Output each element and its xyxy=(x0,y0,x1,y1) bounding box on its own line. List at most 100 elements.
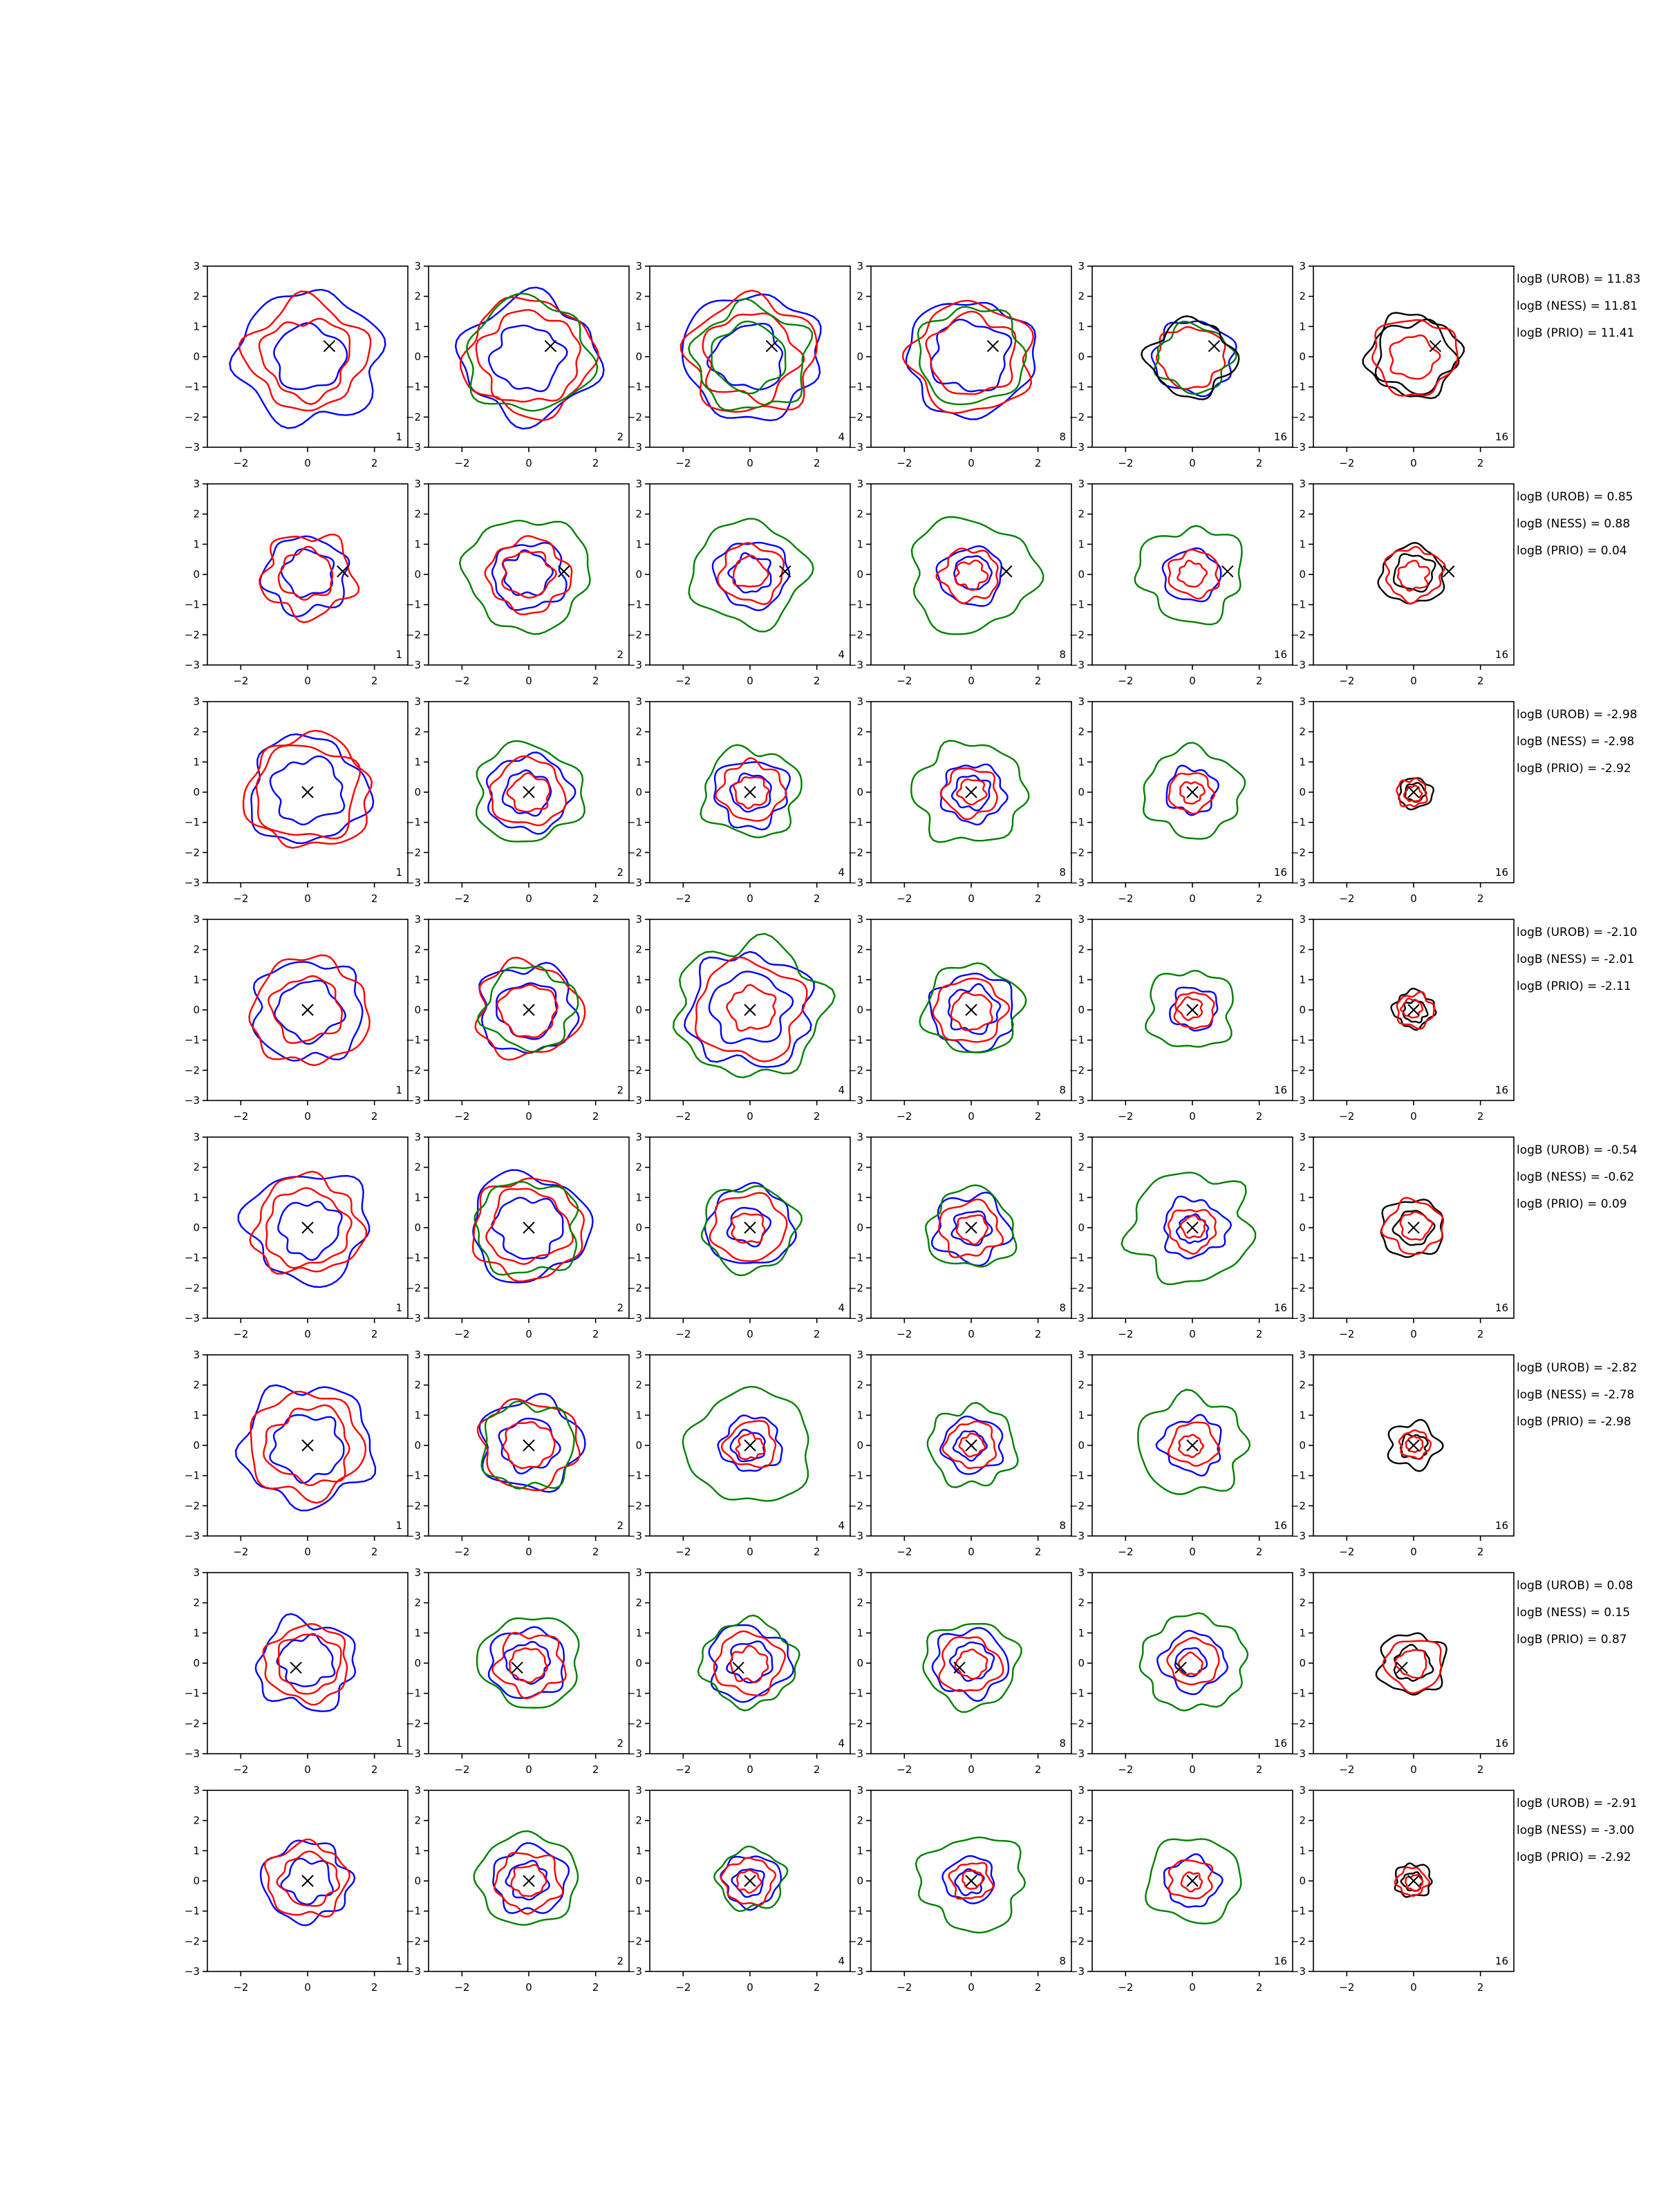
panel-label: 2 xyxy=(617,1302,624,1314)
panel-label: 1 xyxy=(395,1519,402,1532)
contour-group xyxy=(1134,525,1243,626)
true-value-marker xyxy=(1407,1439,1420,1452)
y-tick-label: −2 xyxy=(1069,846,1085,859)
subplot: −2 0 2 3 2 1 0 −1 −2 −3 16 xyxy=(1291,1131,1515,1340)
y-tick-label: 3 xyxy=(193,478,200,490)
contour-line xyxy=(1168,548,1221,600)
contour-group xyxy=(1394,1862,1433,1898)
contour-line xyxy=(924,1184,1018,1268)
subplot: −2 0 2 3 2 1 0 −1 −2 −3 2 xyxy=(406,1566,630,1776)
contour-line xyxy=(485,1188,574,1266)
y-tick-label: 0 xyxy=(1299,1004,1306,1016)
y-tick-label: −1 xyxy=(1291,1905,1306,1918)
contour-line xyxy=(910,516,1044,635)
contour-group xyxy=(473,1830,579,1926)
true-value-marker xyxy=(301,1875,314,1887)
y-tick-label: −3 xyxy=(1291,877,1306,889)
x-tick-label: −2 xyxy=(897,457,912,469)
contour-line xyxy=(265,1187,353,1269)
y-tick-label: 1 xyxy=(193,1844,200,1857)
y-tick-label: 3 xyxy=(1078,1131,1085,1143)
x-tick-label: 2 xyxy=(1256,1546,1263,1558)
y-tick-label: −1 xyxy=(406,1252,421,1264)
true-value-marker xyxy=(779,565,791,578)
x-tick-label: 2 xyxy=(592,1328,599,1340)
y-tick-label: 1 xyxy=(1299,1627,1306,1639)
contour-group xyxy=(458,519,591,635)
y-tick-label: 2 xyxy=(193,726,200,738)
y-tick-label: −1 xyxy=(1069,599,1085,611)
subplot: −2 0 2 3 2 1 0 −1 −2 −3 16 xyxy=(1291,1566,1515,1776)
x-tick-label: 0 xyxy=(1189,1110,1196,1123)
y-tick-label: 2 xyxy=(1078,1815,1085,1827)
subplot: −2 0 2 3 2 1 0 −1 −2 −3 16 xyxy=(1291,695,1515,905)
y-tick-label: 3 xyxy=(856,260,863,272)
contour-line xyxy=(715,757,787,822)
logb-stat: logB (UROB) = -2.98 xyxy=(1517,708,1638,722)
contour-line xyxy=(458,519,591,635)
y-tick-label: 1 xyxy=(856,538,863,550)
contour-line xyxy=(922,1622,1022,1713)
contour-group xyxy=(475,740,585,843)
contour-line xyxy=(1167,1208,1217,1255)
y-tick-label: 2 xyxy=(193,508,200,521)
y-tick-label: −1 xyxy=(848,1687,863,1700)
true-value-marker xyxy=(1443,565,1455,578)
x-tick-label: 0 xyxy=(1189,457,1196,469)
y-tick-label: 1 xyxy=(856,320,863,332)
contour-line xyxy=(953,555,993,590)
x-tick-label: 2 xyxy=(1477,892,1484,905)
contour-line xyxy=(1166,1636,1220,1686)
y-tick-label: −2 xyxy=(848,628,863,641)
y-tick-label: 1 xyxy=(635,1627,642,1639)
x-tick-label: 0 xyxy=(747,1546,753,1558)
x-tick-label: −2 xyxy=(1118,1546,1133,1558)
y-tick-label: 2 xyxy=(1299,508,1306,521)
y-tick-label: 2 xyxy=(1299,944,1306,956)
panel-label: 16 xyxy=(1274,1302,1287,1314)
y-tick-label: 3 xyxy=(1299,1566,1306,1579)
x-tick-label: −2 xyxy=(897,1981,912,1994)
contour-line xyxy=(1371,319,1459,397)
contour-line xyxy=(720,1857,777,1906)
x-tick-label: 2 xyxy=(371,1328,378,1340)
y-tick-label: 3 xyxy=(856,1131,863,1143)
contour-group xyxy=(697,1614,800,1712)
y-tick-label: 3 xyxy=(1078,695,1085,708)
y-tick-label: −1 xyxy=(1291,1687,1306,1700)
subplot: −2 0 2 3 2 1 0 −1 −2 −3 8 xyxy=(848,695,1072,905)
contour-group xyxy=(919,962,1027,1053)
y-tick-label: −1 xyxy=(1069,1470,1085,1482)
y-tick-label: 2 xyxy=(635,1815,642,1827)
contour-line xyxy=(917,306,1027,406)
contour-line xyxy=(496,984,559,1038)
y-tick-label: −2 xyxy=(627,1717,642,1730)
y-tick-label: −3 xyxy=(1069,1312,1085,1324)
x-tick-label: 0 xyxy=(525,1763,532,1776)
y-tick-label: 0 xyxy=(193,568,200,581)
contour-group xyxy=(700,744,803,838)
x-tick-label: 2 xyxy=(371,1763,378,1776)
y-tick-label: 2 xyxy=(856,290,863,303)
x-tick-label: 0 xyxy=(968,675,975,687)
y-tick-label: 2 xyxy=(414,1379,421,1391)
contour-line xyxy=(1134,525,1243,626)
contour-line xyxy=(255,744,362,840)
contour-line xyxy=(901,299,1035,414)
y-tick-label: 2 xyxy=(635,508,642,521)
x-tick-label: 2 xyxy=(1477,1328,1484,1340)
contour-line xyxy=(1163,1195,1232,1260)
y-tick-label: 2 xyxy=(414,1815,421,1827)
contour-line xyxy=(268,975,344,1044)
true-value-marker xyxy=(744,1221,756,1234)
y-tick-label: 0 xyxy=(1299,786,1306,798)
true-value-marker xyxy=(1407,1221,1420,1234)
contour-line xyxy=(1387,1418,1444,1472)
subplot: −2 0 2 3 2 1 0 −1 −2 −3 16 xyxy=(1069,1566,1293,1776)
y-tick-label: 0 xyxy=(1299,1875,1306,1887)
x-tick-label: −2 xyxy=(1339,1328,1354,1340)
true-value-marker xyxy=(1186,786,1199,798)
y-tick-label: −3 xyxy=(848,659,863,671)
x-tick-label: 2 xyxy=(1035,892,1042,905)
y-tick-label: 1 xyxy=(635,1191,642,1203)
